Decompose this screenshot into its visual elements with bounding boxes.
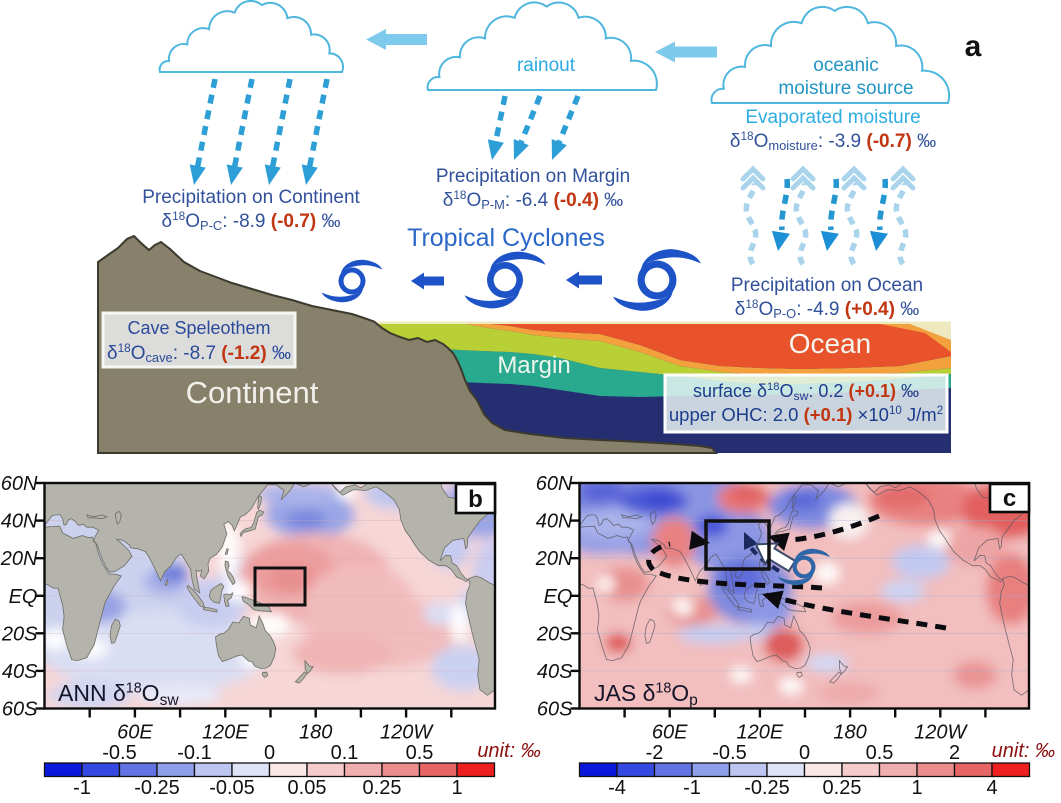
svg-text:180: 180 bbox=[299, 722, 332, 744]
svg-text:moisture source: moisture source bbox=[778, 78, 913, 99]
svg-text:ANN δ18Osw: ANN δ18Osw bbox=[58, 680, 179, 709]
svg-text:oceanic: oceanic bbox=[813, 55, 879, 76]
svg-text:EQ: EQ bbox=[544, 586, 573, 608]
svg-text:Precipitation on Continent: Precipitation on Continent bbox=[142, 187, 360, 208]
svg-text:δ18Omoisture: -3.9 (-0.7) ‰: δ18Omoisture: -3.9 (-0.7) ‰ bbox=[730, 129, 936, 153]
svg-text:Precipitation on Ocean: Precipitation on Ocean bbox=[731, 275, 923, 296]
svg-text:-4: -4 bbox=[608, 777, 626, 798]
svg-text:upper OHC: 2.0 (+0.1) ×1010 J/: upper OHC: 2.0 (+0.1) ×1010 J/m2 bbox=[669, 404, 943, 425]
svg-text:0.05: 0.05 bbox=[288, 777, 327, 798]
svg-text:-0.25: -0.25 bbox=[744, 777, 790, 798]
svg-text:b: b bbox=[468, 486, 483, 513]
svg-text:60E: 60E bbox=[117, 722, 153, 744]
svg-text:δ18OP-O: -4.9 (+0.4) ‰: δ18OP-O: -4.9 (+0.4) ‰ bbox=[735, 297, 919, 321]
svg-text:120W: 120W bbox=[380, 722, 434, 744]
svg-text:20N: 20N bbox=[0, 548, 38, 570]
svg-text:120E: 120E bbox=[737, 722, 784, 744]
svg-text:120E: 120E bbox=[202, 722, 249, 744]
svg-text:-0.05: -0.05 bbox=[209, 777, 255, 798]
svg-text:JAS δ18Op: JAS δ18Op bbox=[594, 680, 698, 709]
svg-text:60S: 60S bbox=[2, 699, 38, 721]
svg-text:0: 0 bbox=[264, 742, 275, 764]
svg-text:δ18OP-C: -8.9 (-0.7) ‰: δ18OP-C: -8.9 (-0.7) ‰ bbox=[162, 209, 341, 233]
svg-text:-0.5: -0.5 bbox=[712, 742, 746, 764]
svg-text:δ18Ocave: -8.7 (-1.2) ‰: δ18Ocave: -8.7 (-1.2) ‰ bbox=[107, 341, 291, 365]
svg-text:Tropical Cyclones: Tropical Cyclones bbox=[407, 224, 605, 252]
svg-text:60S: 60S bbox=[537, 699, 573, 721]
svg-text:a: a bbox=[965, 30, 982, 63]
svg-text:40N: 40N bbox=[536, 511, 573, 533]
svg-text:unit: ‰: unit: ‰ bbox=[992, 740, 1055, 762]
svg-text:Cave Speleothem: Cave Speleothem bbox=[127, 318, 270, 338]
svg-text:60E: 60E bbox=[652, 722, 688, 744]
svg-text:1: 1 bbox=[911, 777, 922, 798]
svg-text:rainout: rainout bbox=[517, 55, 576, 76]
svg-text:0.25: 0.25 bbox=[363, 777, 402, 798]
svg-text:40S: 40S bbox=[2, 661, 38, 683]
svg-text:Evaporated moisture: Evaporated moisture bbox=[745, 107, 920, 128]
svg-text:-0.25: -0.25 bbox=[134, 777, 180, 798]
svg-text:Ocean: Ocean bbox=[789, 328, 872, 359]
svg-text:Continent: Continent bbox=[186, 375, 319, 410]
svg-text:0.25: 0.25 bbox=[823, 777, 862, 798]
svg-text:-1: -1 bbox=[683, 777, 701, 798]
svg-text:δ18OP-M: -6.4 (-0.4) ‰: δ18OP-M: -6.4 (-0.4) ‰ bbox=[443, 188, 623, 212]
svg-text:40S: 40S bbox=[537, 661, 573, 683]
svg-text:0: 0 bbox=[799, 742, 810, 764]
svg-text:20S: 20S bbox=[1, 623, 38, 645]
svg-text:-1: -1 bbox=[73, 777, 91, 798]
svg-text:unit: ‰: unit: ‰ bbox=[477, 740, 540, 762]
svg-text:0.5: 0.5 bbox=[406, 742, 434, 764]
svg-text:-2: -2 bbox=[646, 742, 664, 764]
svg-text:EQ: EQ bbox=[9, 586, 38, 608]
svg-text:180: 180 bbox=[833, 722, 866, 744]
svg-text:4: 4 bbox=[986, 777, 997, 798]
svg-text:20N: 20N bbox=[535, 548, 573, 570]
svg-text:0.1: 0.1 bbox=[331, 742, 359, 764]
svg-text:20S: 20S bbox=[536, 623, 573, 645]
svg-text:40N: 40N bbox=[1, 511, 38, 533]
svg-text:60N: 60N bbox=[536, 473, 573, 495]
svg-text:Precipitation on Margin: Precipitation on Margin bbox=[436, 166, 630, 187]
svg-text:1: 1 bbox=[451, 777, 462, 798]
svg-text:-0.5: -0.5 bbox=[102, 742, 136, 764]
svg-text:Margin: Margin bbox=[497, 352, 570, 379]
svg-text:2: 2 bbox=[949, 742, 960, 764]
svg-text:0.5: 0.5 bbox=[866, 742, 894, 764]
svg-text:-0.1: -0.1 bbox=[177, 742, 211, 764]
svg-text:surface δ18Osw: 0.2 (+0.1) ‰: surface δ18Osw: 0.2 (+0.1) ‰ bbox=[693, 381, 919, 403]
svg-text:120W: 120W bbox=[914, 722, 968, 744]
svg-text:c: c bbox=[1003, 485, 1016, 512]
svg-text:60N: 60N bbox=[1, 473, 38, 495]
